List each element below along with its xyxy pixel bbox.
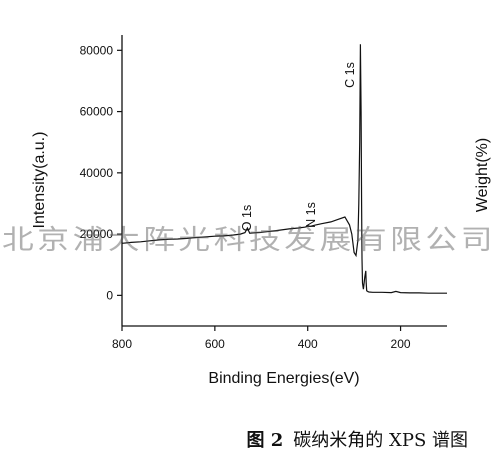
x-tick-label: 400 <box>298 337 318 351</box>
annotation-n1s: N 1s <box>304 202 318 228</box>
y-tick-label: 20000 <box>80 227 114 241</box>
x-axis-title: Binding Energies(eV) <box>208 370 359 387</box>
y-tick-label: 40000 <box>80 166 114 180</box>
x-ticks: 800 600 400 200 <box>112 326 411 351</box>
annotation-o1s: O 1s <box>240 205 254 231</box>
y-tick-label: 60000 <box>80 105 114 119</box>
x-tick-label: 800 <box>112 337 132 351</box>
x-tick-label: 600 <box>205 337 225 351</box>
y-axis-title: Intensity(a.u.) <box>31 132 48 229</box>
annotation-c1s: C 1s <box>343 62 357 88</box>
caption-text: 碳纳米角的 XPS 谱图 <box>293 430 468 451</box>
y-tick-label: 0 <box>106 288 113 302</box>
y2-axis-title: Weight(%) <box>474 138 491 212</box>
watermark: 北京浦大阵光科技发展有限公司 <box>2 225 496 256</box>
spectrum-line <box>121 44 447 294</box>
x-tick-label: 200 <box>391 337 411 351</box>
figure-caption: 图 2 碳纳米角的 XPS 谱图 <box>0 426 500 452</box>
y-ticks: 0 20000 40000 60000 80000 <box>80 43 122 302</box>
caption-label: 图 2 <box>246 430 284 451</box>
y-tick-label: 80000 <box>80 43 114 57</box>
plot-frame <box>121 35 447 327</box>
